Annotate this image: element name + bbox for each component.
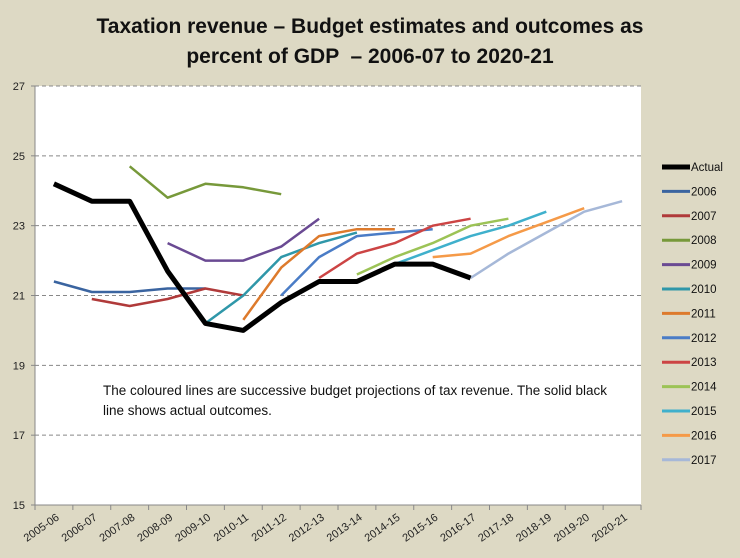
chart-annotation: The coloured lines are successive budget… [103, 383, 608, 418]
legend-label: 2011 [691, 308, 716, 320]
x-tick-label: 2016-17 [438, 512, 478, 545]
x-tick-label: 2008-09 [135, 512, 175, 545]
series-line-2015 [394, 210, 547, 266]
series-line-2008 [128, 165, 282, 199]
legend-label: 2016 [691, 430, 717, 442]
series-line-2007 [91, 287, 244, 308]
legend-label: 2008 [691, 235, 717, 247]
legend-label: 2007 [691, 211, 717, 223]
legend-label: 2009 [691, 260, 717, 272]
y-tick-label: 17 [13, 430, 25, 442]
x-tick-label: 2005-06 [22, 512, 62, 545]
y-tick-label: 19 [13, 360, 25, 372]
legend-label: 2010 [691, 284, 717, 296]
x-tick-label: 2007-08 [97, 512, 137, 545]
series-line-2013 [318, 217, 471, 280]
x-tick-label: 2018-19 [514, 512, 554, 545]
series-line-2017 [469, 199, 623, 280]
x-tick-label: 2015-16 [400, 512, 440, 545]
x-tick-label: 2009-10 [173, 512, 213, 545]
series-line-2012 [280, 227, 433, 297]
x-tick-label: 2006-07 [60, 512, 100, 545]
x-tick-label: 2019-20 [552, 512, 592, 545]
legend-label: Actual [691, 162, 723, 174]
chart-title-line-2: percent of GDP – 2006-07 to 2020-21 [186, 45, 554, 68]
chart-title: Taxation revenue – Budget estimates and … [0, 12, 740, 72]
legend-label: 2006 [691, 186, 717, 198]
x-tick-label: 2013-14 [325, 512, 365, 545]
legend-label: 2013 [691, 357, 717, 369]
series-line-2014 [356, 217, 509, 276]
series-line-2016 [432, 207, 585, 259]
series-line-2009 [167, 217, 320, 262]
x-tick-label: 2014-15 [363, 512, 403, 545]
legend-label: 2017 [691, 455, 717, 467]
legend-label: 2014 [691, 382, 717, 394]
legend-label: 2015 [691, 406, 717, 418]
chart-title-line-1: Taxation revenue – Budget estimates and … [96, 15, 644, 38]
series-line-2011 [242, 227, 395, 321]
y-tick-label: 27 [13, 81, 25, 93]
series-line-2010 [204, 231, 358, 325]
y-tick-label: 15 [13, 500, 25, 512]
x-tick-label: 2017-18 [476, 512, 516, 545]
y-tick-label: 25 [13, 151, 25, 163]
series-line-actual [52, 181, 472, 333]
x-tick-label: 2010-11 [212, 512, 251, 545]
x-tick-label: 2012-13 [287, 512, 327, 545]
legend-label: 2012 [691, 333, 717, 345]
x-tick-label: 2011-12 [250, 512, 289, 545]
y-tick-label: 23 [13, 221, 25, 233]
y-tick-label: 21 [13, 291, 25, 303]
x-tick-label: 2020-21 [590, 512, 630, 545]
